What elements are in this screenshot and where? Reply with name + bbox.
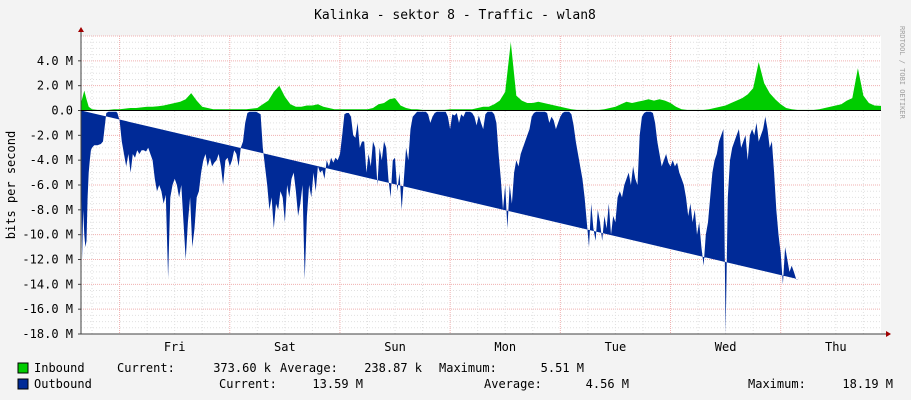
y-tick-label: 0.0 xyxy=(51,104,73,118)
x-tick-label: Sat xyxy=(274,340,296,354)
axes xyxy=(78,27,891,337)
legend-name-outbound: Outbound xyxy=(34,377,92,391)
x-tick-label: Tue xyxy=(605,340,627,354)
outbound-average-value: 4.56 M xyxy=(586,377,629,391)
legend-name-inbound: Inbound xyxy=(34,361,85,375)
inbound-maximum-value: 5.51 M xyxy=(541,361,584,375)
y-tick-label: -18.0 M xyxy=(22,327,73,341)
inbound-average-label: Average: xyxy=(280,361,338,375)
y-tick-label: -8.0 M xyxy=(30,203,73,217)
series-areas xyxy=(81,42,881,334)
y-tick-labels: 4.0 M 2.0 M 0.0 -2.0 M -4.0 M -6.0 M -8.0 M -10… xyxy=(22,54,81,341)
y-tick-label: -10.0 M xyxy=(22,228,73,242)
legend-inbound: Inbound Current: 373.60 k Average: 238.8… xyxy=(17,361,584,375)
inbound-average-value: 238.87 k xyxy=(364,361,423,375)
inbound-current-value: 373.60 k xyxy=(213,361,272,375)
chart-title: Kalinka - sektor 8 - Traffic - wlan8 xyxy=(314,8,596,23)
x-tick-label: Sun xyxy=(384,340,406,354)
x-tick-labels: Fri Sat Sun Mon Tue Wed Thu xyxy=(164,340,847,354)
outbound-current-label: Current: xyxy=(219,377,277,391)
y-tick-label: -14.0 M xyxy=(22,277,73,291)
x-axis-arrow xyxy=(886,331,891,337)
x-tick-label: Mon xyxy=(494,340,516,354)
inbound-current-label: Current: xyxy=(117,361,175,375)
outbound-average-label: Average: xyxy=(484,377,542,391)
y-axis-label: bits per second xyxy=(4,131,18,239)
y-tick-label: -2.0 M xyxy=(30,128,73,142)
y-tick-label: -16.0 M xyxy=(22,302,73,316)
y-tick-label: -12.0 M xyxy=(22,253,73,267)
y-tick-label: 4.0 M xyxy=(37,54,73,68)
legend-outbound: Outbound Current: 13.59 M Average: 4.56 … xyxy=(17,377,893,391)
legend-swatch-inbound xyxy=(17,362,29,374)
x-tick-label: Thu xyxy=(825,340,847,354)
rrdtool-watermark: RRDTOOL / TOBI OETIKER xyxy=(898,26,906,120)
legend: Inbound Current: 373.60 k Average: 238.8… xyxy=(17,361,893,391)
y-tick-label: 2.0 M xyxy=(37,79,73,93)
legend-swatch-outbound xyxy=(17,378,29,390)
x-tick-label: Wed xyxy=(715,340,737,354)
y-axis-arrow xyxy=(78,27,84,32)
y-tick-label: -4.0 M xyxy=(30,153,73,167)
inbound-maximum-label: Maximum: xyxy=(439,361,497,375)
outbound-maximum-label: Maximum: xyxy=(748,377,806,391)
x-tick-label: Fri xyxy=(164,340,186,354)
outbound-current-value: 13.59 M xyxy=(312,377,363,391)
series-area-inbound xyxy=(81,42,881,111)
outbound-maximum-value: 18.19 M xyxy=(842,377,893,391)
y-tick-label: -6.0 M xyxy=(30,178,73,192)
series-area-outbound xyxy=(81,110,799,334)
